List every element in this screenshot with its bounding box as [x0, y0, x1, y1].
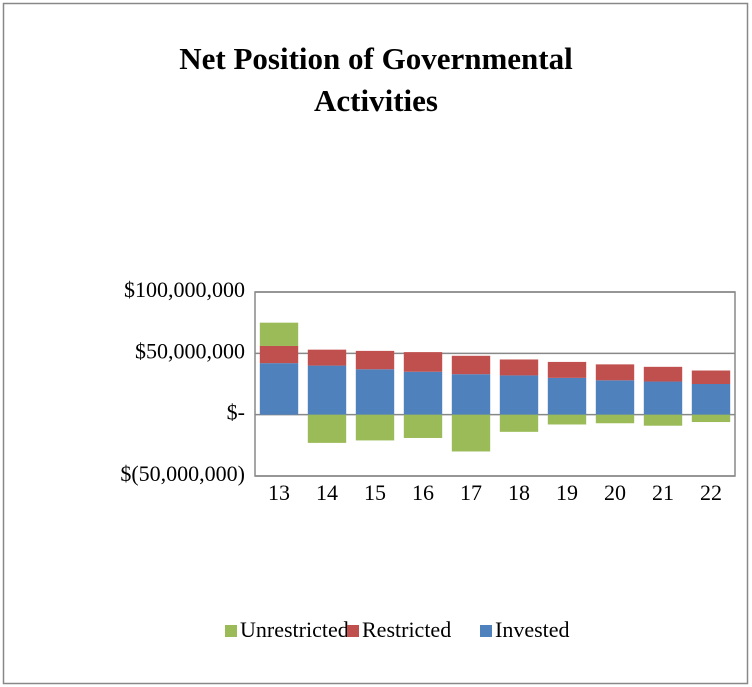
bar — [355, 414, 395, 441]
x-tick-label: 13 — [268, 480, 290, 505]
bar — [403, 414, 443, 438]
bar — [451, 414, 491, 452]
bar — [595, 364, 635, 381]
y-tick-label: $- — [227, 400, 245, 425]
y-tick-label: $100,000,000 — [124, 277, 245, 302]
bar — [259, 363, 299, 415]
bar — [259, 322, 299, 346]
bar — [691, 384, 731, 415]
x-tick-label: 16 — [412, 480, 434, 505]
legend-swatch — [480, 625, 492, 637]
x-tick-label: 22 — [700, 480, 722, 505]
bar — [691, 414, 731, 423]
bar — [307, 365, 347, 415]
bar — [643, 366, 683, 382]
x-tick-label: 15 — [364, 480, 386, 505]
bar — [451, 374, 491, 415]
bar — [403, 352, 443, 372]
bar — [643, 381, 683, 415]
bar — [547, 361, 587, 378]
legend-label: Invested — [495, 617, 570, 642]
bar — [307, 349, 347, 366]
bar — [355, 350, 395, 370]
bar — [547, 414, 587, 425]
legend-swatch — [225, 625, 237, 637]
bar — [499, 359, 539, 376]
bar — [403, 371, 443, 415]
bar — [451, 355, 491, 375]
bar — [595, 380, 635, 415]
y-tick-label: $50,000,000 — [135, 338, 245, 363]
x-tick-label: 18 — [508, 480, 530, 505]
bar — [643, 414, 683, 426]
chart-title: Net Position of Governmental Activities — [179, 41, 573, 118]
legend-swatch — [347, 625, 359, 637]
bar — [595, 414, 635, 424]
bar — [355, 369, 395, 415]
bar — [307, 414, 347, 443]
bar — [499, 414, 539, 432]
x-tick-label: 19 — [556, 480, 578, 505]
x-tick-label: 21 — [652, 480, 674, 505]
legend-label: Restricted — [362, 617, 451, 642]
bar — [691, 370, 731, 384]
x-tick-label: 14 — [316, 480, 338, 505]
bar — [259, 345, 299, 364]
y-tick-label: $(50,000,000) — [120, 461, 245, 486]
x-tick-label: 17 — [460, 480, 482, 505]
bar — [499, 375, 539, 415]
legend-label: Unrestricted — [240, 617, 349, 642]
bar — [547, 377, 587, 415]
x-tick-label: 20 — [604, 480, 626, 505]
